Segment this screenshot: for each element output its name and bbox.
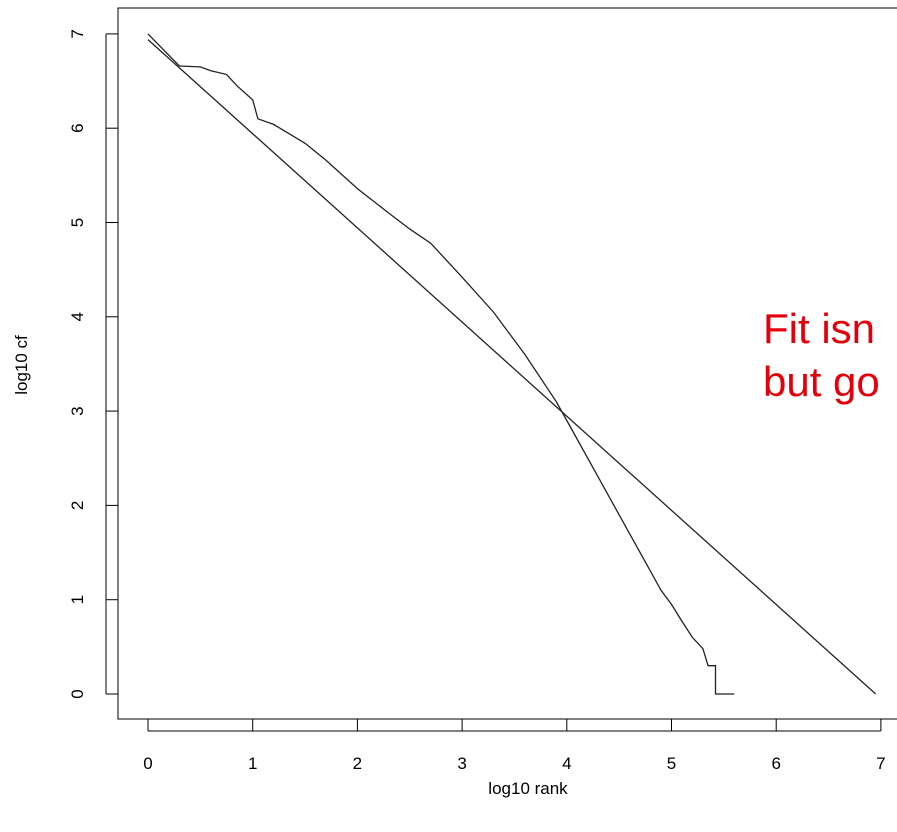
y-tick-label: 3 [68, 406, 87, 415]
plot-frame [117, 7, 897, 720]
x-tick-label: 5 [667, 754, 676, 773]
data-curve [147, 33, 735, 695]
x-tick-label: 3 [457, 754, 466, 773]
y-tick-label: 0 [68, 689, 87, 698]
x-axis-label: log10 rank [488, 779, 568, 798]
annotation-line-1: Fit isn [763, 305, 875, 352]
y-tick-label: 4 [68, 312, 87, 321]
x-tick-label: 4 [562, 754, 571, 773]
x-tick-label: 6 [771, 754, 780, 773]
x-tick-label: 7 [876, 754, 885, 773]
y-tick-label: 7 [68, 29, 87, 38]
y-tick-label: 5 [68, 218, 87, 227]
x-tick-label: 0 [143, 754, 152, 773]
y-axis: 0 1 2 3 4 5 6 7 [68, 29, 118, 699]
x-axis: 0 1 2 3 4 5 6 7 [143, 719, 886, 773]
annotation-line-2: but go [763, 358, 880, 405]
fit-line [147, 39, 877, 695]
x-tick-label: 1 [248, 754, 257, 773]
y-tick-label: 1 [68, 595, 87, 604]
y-axis-label: log10 cf [12, 335, 31, 395]
x-tick-label: 2 [353, 754, 362, 773]
y-tick-label: 6 [68, 123, 87, 132]
y-tick-label: 2 [68, 501, 87, 510]
